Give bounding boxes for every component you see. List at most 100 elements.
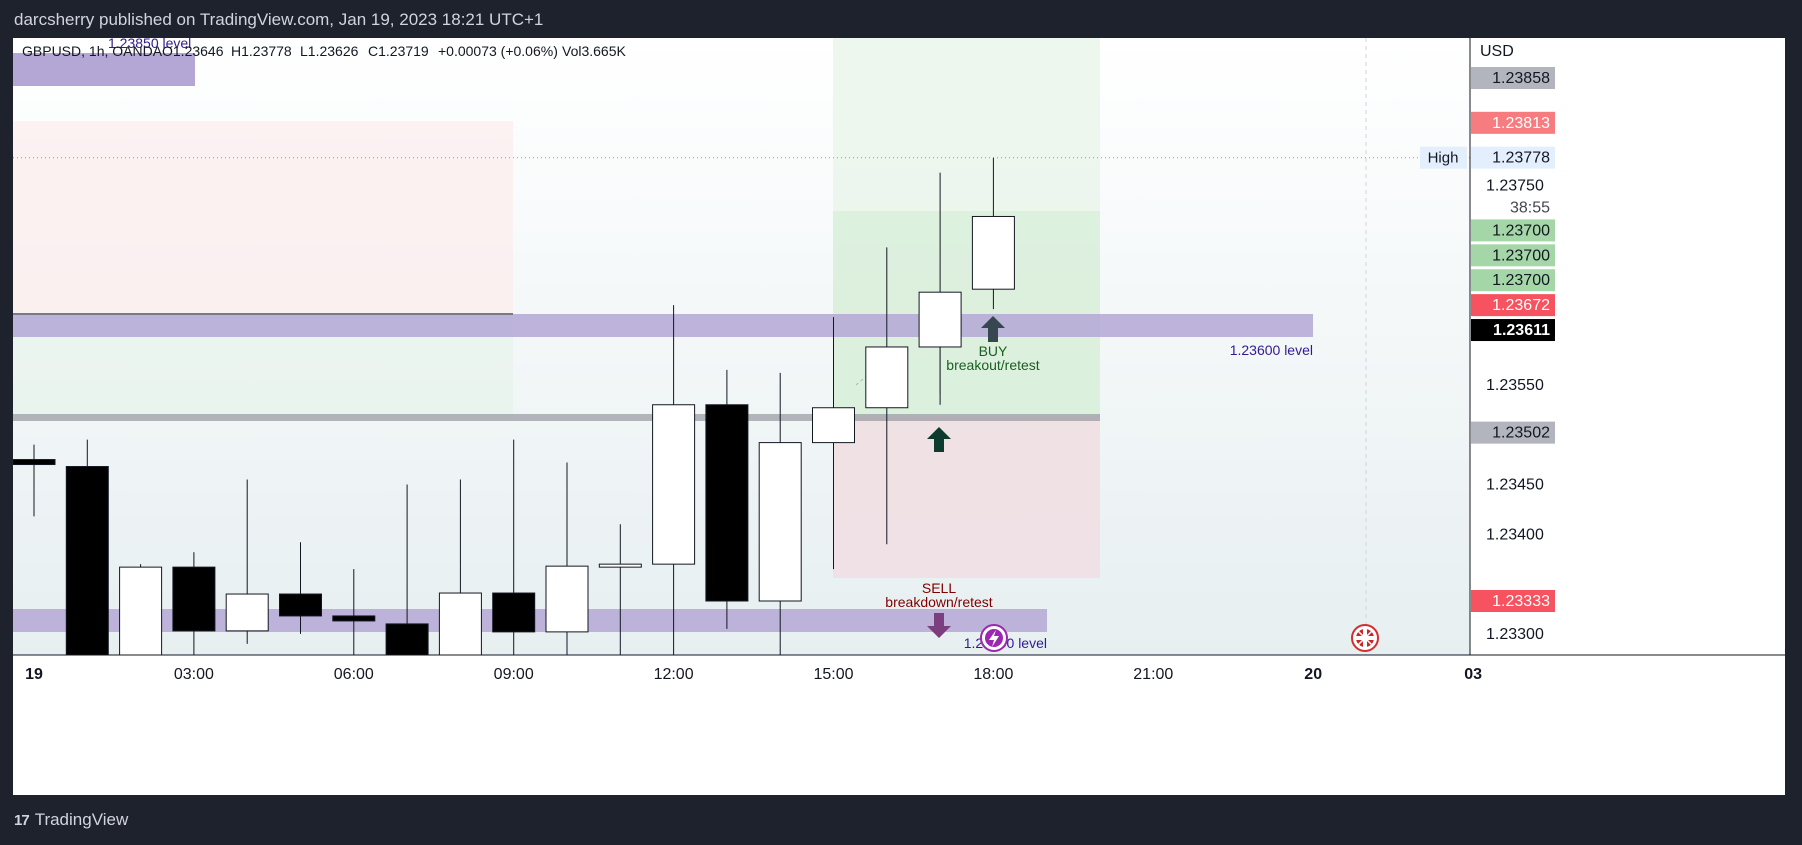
price-tag-bg: [1471, 67, 1555, 89]
candle-body-up: [812, 407, 855, 444]
candle-body-up: [598, 563, 642, 568]
price-tag: 1.23700: [1471, 269, 1555, 292]
price-label: 1.23300: [1486, 626, 1544, 643]
price-tag-bg: [1471, 196, 1555, 219]
legend-volume: Vol3.665K: [562, 43, 626, 59]
price-tag-bg: [1471, 294, 1555, 317]
price-tag-bg: [1471, 590, 1555, 612]
time-label: 19: [25, 666, 43, 683]
sell-zone-left: [13, 121, 513, 314]
price-tag-text: 1.23672: [1492, 297, 1550, 314]
candle-body-up: [865, 346, 909, 409]
candlestick-chart[interactable]: 1.23850 level 1.23600 level 1.23300 leve…: [13, 38, 1785, 795]
candle: [545, 462, 589, 655]
price-tag: 1.23611: [1471, 319, 1555, 342]
arrow-down-icon: [927, 613, 951, 638]
time-label: 15:00: [813, 666, 853, 683]
high-tag: High: [1420, 146, 1467, 169]
price-label: 1.23450: [1486, 476, 1544, 493]
price-axis-bg[interactable]: [1470, 38, 1785, 655]
price-tag: 1.23700: [1471, 219, 1555, 242]
candle: [332, 569, 376, 655]
arrow-up-icon: [927, 427, 951, 452]
flash-event-icon[interactable]: [980, 624, 1008, 652]
legend-open: O1.23646: [162, 43, 224, 59]
price-tag-bg: [1471, 269, 1555, 292]
high-tag-label: High: [1428, 150, 1459, 167]
sell-arrow: [927, 613, 951, 638]
candle-body-down: [279, 593, 322, 617]
price-label: 1.23400: [1486, 526, 1544, 543]
candle: [812, 317, 855, 570]
price-tag-text: 1.23333: [1492, 593, 1550, 610]
price-tag-text: 1.23700: [1492, 222, 1550, 239]
price-tag-text: 1.23502: [1492, 425, 1550, 442]
candle-body-up: [652, 404, 696, 565]
candle-body-up: [918, 291, 962, 348]
time-label: 12:00: [654, 666, 694, 683]
price-tag: 1.23700: [1471, 244, 1555, 267]
price-tag: 1.23813: [1471, 111, 1555, 134]
sell-sublabel: breakdown/retest: [885, 594, 993, 610]
candle: [865, 247, 909, 545]
candle: [758, 372, 802, 655]
candle-body-down: [705, 404, 749, 602]
publish-info: darcsherry published on TradingView.com,…: [14, 10, 544, 29]
candle-body-up: [545, 565, 589, 633]
price-tag: 1.23778: [1471, 146, 1555, 169]
buy-arrow-upper: [981, 316, 1005, 342]
time-label: 21:00: [1133, 666, 1173, 683]
price-labels: 1.23750 1.23550 1.23450 1.23400 1.23300: [1486, 178, 1544, 643]
level-zone-top: [13, 53, 195, 86]
price-tag-text: 1.23858: [1492, 70, 1550, 87]
chart-frame[interactable]: 1.23850 level 1.23600 level 1.23300 leve…: [13, 38, 1785, 795]
legend-change: +0.00073 (+0.06%): [438, 43, 558, 59]
uk-flag-icon[interactable]: [1351, 624, 1379, 652]
price-tag-bg: [1471, 421, 1555, 444]
candle-body-down: [13, 459, 56, 466]
price-tag: 1.23502: [1471, 421, 1555, 444]
candles-group: [13, 157, 1015, 695]
brand-name: TradingView: [34, 810, 129, 829]
candle: [225, 479, 269, 644]
candle-body-up: [438, 592, 482, 662]
candle: [598, 524, 642, 655]
candle: [652, 305, 696, 655]
candle-body-up: [758, 442, 802, 602]
buy-arrow-lower: [927, 427, 951, 452]
price-tag-text: 1.23813: [1492, 115, 1550, 132]
candle: [918, 172, 962, 405]
time-label: 18:00: [973, 666, 1013, 683]
price-tags: 1.23858 1.23813 1.23778 38:55 1.23700 1.23700…: [1471, 67, 1555, 612]
level-top-label: 1.23850 level: [108, 38, 191, 51]
candle: [438, 479, 482, 662]
time-label: 03:00: [174, 666, 214, 683]
price-tag-bg: [1471, 219, 1555, 242]
tradingview-logo-icon: 17: [14, 811, 30, 829]
price-tag: 1.23333: [1471, 590, 1555, 612]
price-tag-text: 1.23700: [1492, 247, 1550, 264]
currency-label: USD: [1480, 43, 1514, 60]
target-zone-top: [833, 38, 1100, 211]
price-tag-text: 1.23611: [1493, 322, 1550, 339]
candle: [705, 369, 749, 629]
arrow-up-icon: [981, 316, 1005, 342]
time-label: 20: [1304, 666, 1322, 683]
level-mid-label: 1.23600 level: [1230, 342, 1313, 358]
price-tag: 38:55: [1471, 196, 1555, 219]
time-axis-bg[interactable]: [13, 655, 1785, 795]
price-tag-text: 1.23700: [1492, 272, 1550, 289]
candle: [279, 542, 322, 634]
buy-sublabel: breakout/retest: [946, 357, 1039, 373]
candle: [172, 552, 216, 655]
price-tag-text: 38:55: [1510, 200, 1550, 217]
legend-symbol[interactable]: GBPUSD, 1h, OANDA: [22, 43, 163, 59]
buy-label: BUY: [979, 343, 1008, 359]
price-tag: 1.23858: [1471, 67, 1555, 89]
price-tag-bg: [1471, 319, 1555, 342]
time-label: 09:00: [494, 666, 534, 683]
tradingview-brand: 17 TradingView: [14, 810, 128, 830]
price-tag-text: 1.23778: [1492, 150, 1550, 167]
sell-label: SELL: [922, 580, 956, 596]
price-label: 1.23550: [1486, 377, 1544, 394]
